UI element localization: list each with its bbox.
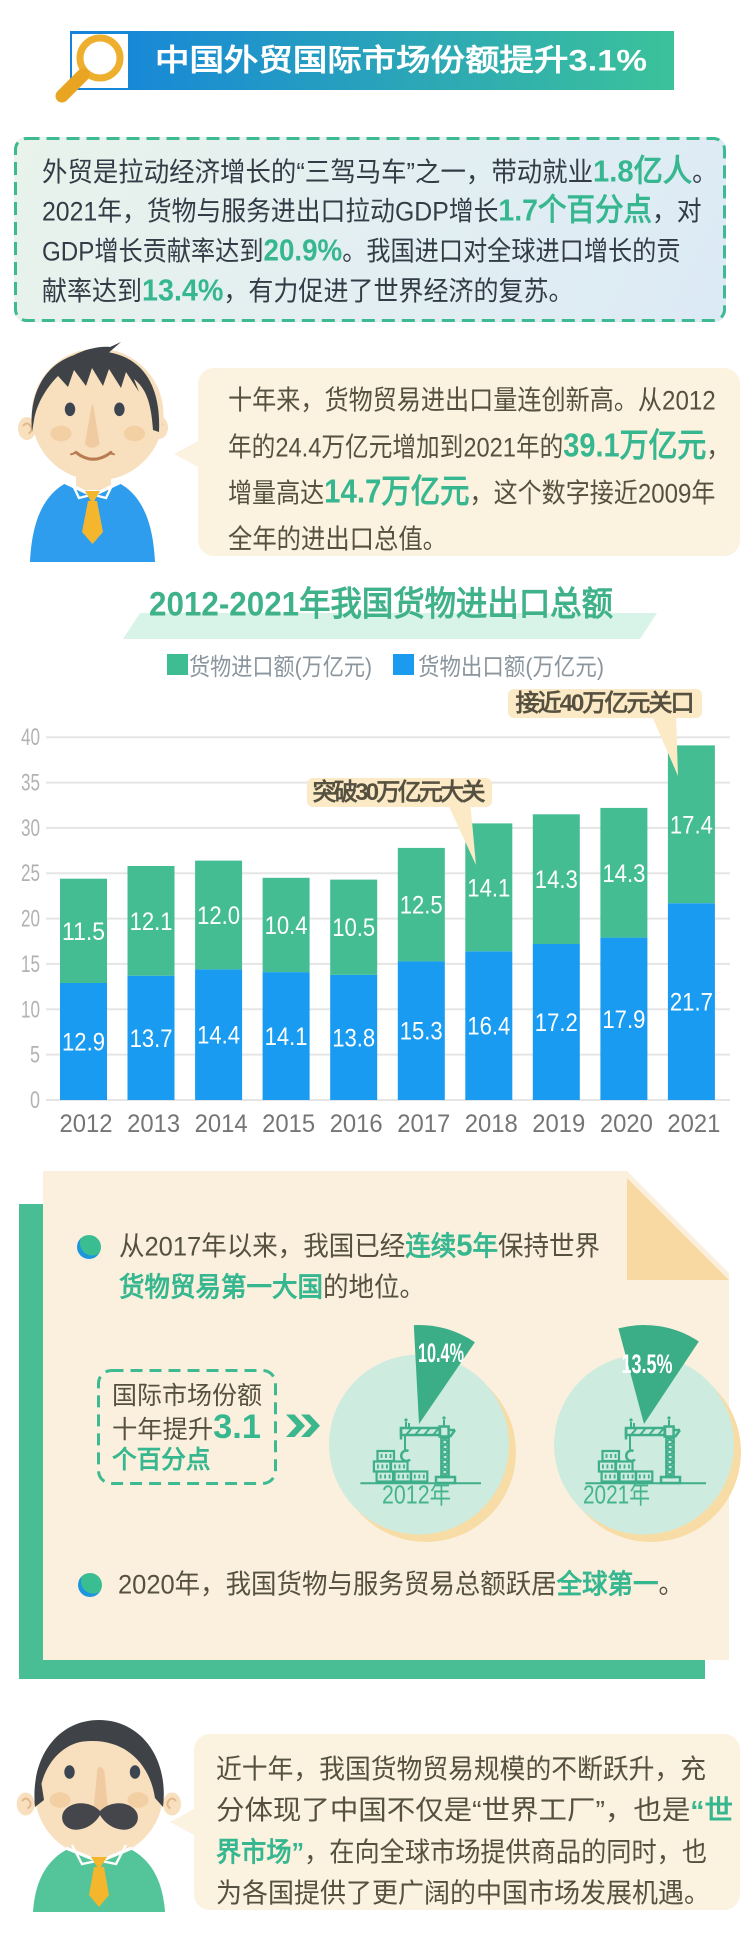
svg-text:5: 5 (30, 1042, 40, 1069)
svg-text:13.7: 13.7 (130, 1025, 173, 1053)
svg-text:分体现了中国不仅是“世界工厂”，也是“世: 分体现了中国不仅是“世界工厂”，也是 “世 (216, 1795, 733, 1825)
svg-text:10.4%: 10.4% (418, 1338, 464, 1368)
svg-text:11.5: 11.5 (62, 918, 105, 946)
svg-text:为各国提供了更广阔的中国市场发展机遇。: 为各国提供了更广阔的中国市场发展机遇。 (216, 1878, 710, 1908)
svg-text:2021年: 2021年 (583, 1480, 650, 1510)
svg-text:17.9: 17.9 (602, 1006, 645, 1034)
svg-text:21.7: 21.7 (670, 989, 713, 1017)
svg-text:十年来，货物贸易进出口量连创新高。从2012: 十年来，货物贸易进出口量连创新高。从2012 (228, 385, 716, 415)
svg-text:献率达到13.4%，有力促进了世界经济的复苏。: 献率达到13.4%，有力促进了世界经济的复苏。 (42, 272, 574, 307)
svg-text:2016: 2016 (330, 1110, 383, 1138)
svg-text:2013: 2013 (127, 1110, 180, 1138)
svg-text:12.9: 12.9 (62, 1029, 105, 1057)
svg-text:2018: 2018 (465, 1110, 518, 1138)
svg-text:2021: 2021 (667, 1110, 720, 1138)
svg-text:12.0: 12.0 (197, 902, 240, 930)
svg-text:2019: 2019 (532, 1110, 585, 1138)
svg-text:货物进口额(万亿元): 货物进口额(万亿元) (189, 654, 372, 681)
svg-text:40: 40 (21, 724, 40, 751)
svg-text:国际市场份额: 国际市场份额 (112, 1382, 262, 1410)
svg-text:2020年，我国货物与服务贸易总额跃居全球第一。: 2020年，我国货物与服务贸易总额跃居全球第一。 (118, 1568, 684, 1599)
svg-text:外贸是拉动经济增长的“三驾马车”之一，带动就业1.8亿人。: 外贸是拉动经济增长的“三驾马车”之一，带动就业1.8亿人。 (42, 153, 718, 188)
svg-text:35: 35 (21, 770, 40, 797)
svg-text:10.5: 10.5 (332, 914, 375, 942)
svg-text:13.5%: 13.5% (622, 1349, 673, 1379)
svg-text:0: 0 (30, 1087, 40, 1114)
svg-text:14.1: 14.1 (467, 874, 510, 902)
svg-text:14.4: 14.4 (197, 1022, 240, 1050)
svg-text:12.1: 12.1 (130, 908, 173, 936)
svg-text:2017: 2017 (397, 1110, 450, 1138)
svg-text:17.2: 17.2 (535, 1009, 578, 1037)
svg-text:近十年，我国货物贸易规模的不断跃升，充: 近十年，我国货物贸易规模的不断跃升，充 (216, 1754, 706, 1784)
svg-text:界市场”，在向全球市场提供商品的同时，也: 界市场”，在向全球市场提供商品的同时，也 (216, 1836, 707, 1867)
svg-text:2021年，货物与服务进出口拉动GDP增长1.7个百分点，对: 2021年，货物与服务进出口拉动GDP增长1.7个百分点，对 (42, 193, 702, 228)
svg-text:2020: 2020 (600, 1110, 653, 1138)
svg-text:中国外贸国际市场份额提升3.1%: 中国外贸国际市场份额提升3.1% (155, 44, 647, 78)
svg-text:10: 10 (21, 996, 40, 1023)
svg-text:14.3: 14.3 (602, 860, 645, 888)
svg-text:从2017年以来，我国已经连续5年保持世界: 从2017年以来，我国已经连续5年保持世界 (119, 1227, 600, 1262)
svg-text:15.3: 15.3 (400, 1018, 443, 1046)
svg-text:10.4: 10.4 (265, 912, 308, 940)
svg-text:25: 25 (21, 860, 40, 887)
svg-text:16.4: 16.4 (467, 1013, 510, 1041)
svg-text:17.4: 17.4 (670, 811, 713, 839)
svg-text:增量高达14.7万亿元，这个数字接近2009年: 增量高达14.7万亿元，这个数字接近2009年 (228, 473, 715, 510)
svg-text:接近40万亿元关口: 接近40万亿元关口 (516, 690, 695, 717)
svg-text:20: 20 (21, 906, 40, 933)
svg-text:12.5: 12.5 (400, 892, 443, 920)
svg-text:30: 30 (21, 815, 40, 842)
svg-text:2012: 2012 (60, 1110, 113, 1138)
svg-text:十年提升3.1: 十年提升3.1 (112, 1409, 261, 1446)
svg-text:15: 15 (21, 951, 40, 978)
svg-text:全年的进出口总值。: 全年的进出口总值。 (228, 525, 447, 555)
svg-text:13.8: 13.8 (332, 1024, 375, 1052)
svg-text:2012年: 2012年 (382, 1480, 451, 1510)
svg-text:突破30万亿元大关: 突破30万亿元大关 (313, 778, 486, 806)
svg-text:货物贸易第一大国的地位。: 货物贸易第一大国的地位。 (119, 1271, 425, 1302)
svg-text:14.3: 14.3 (535, 866, 578, 894)
svg-text:货物出口额(万亿元): 货物出口额(万亿元) (418, 654, 604, 681)
svg-text:年的24.4万亿元增加到2021年的39.1万亿元，: 年的24.4万亿元增加到2021年的39.1万亿元， (228, 426, 730, 463)
svg-text:2014: 2014 (195, 1110, 248, 1138)
svg-text:GDP增长贡献率达到20.9%。我国进口对全球进口增长的贡: GDP增长贡献率达到20.9%。我国进口对全球进口增长的贡 (42, 232, 681, 267)
svg-text:2015: 2015 (262, 1110, 315, 1138)
svg-text:2012-2021年我国货物进出口总额: 2012-2021年我国货物进出口总额 (149, 586, 613, 623)
svg-text:个百分点: 个百分点 (112, 1446, 211, 1474)
svg-text:14.1: 14.1 (265, 1023, 308, 1051)
